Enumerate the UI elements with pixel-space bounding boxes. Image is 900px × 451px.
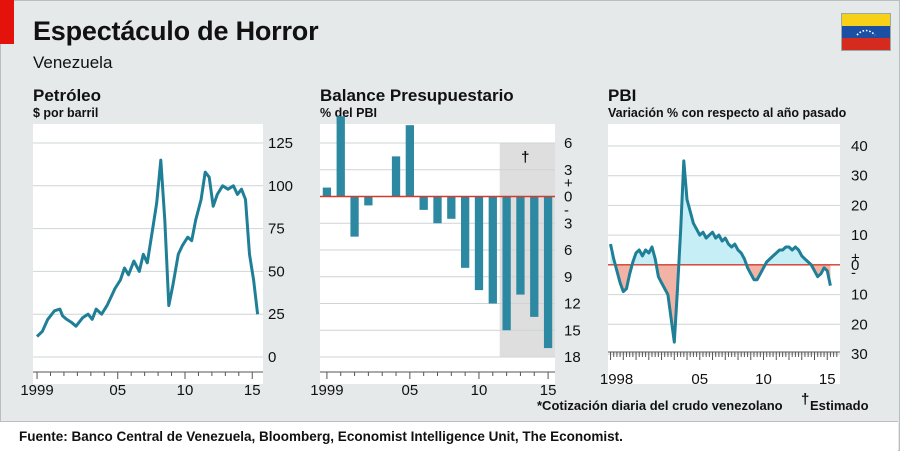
gdp-y-tick-label: 20 bbox=[851, 316, 868, 333]
venezuela-flag-icon bbox=[841, 13, 891, 51]
budget-bar bbox=[502, 196, 511, 331]
gdp-series-line bbox=[609, 159, 832, 344]
gdp-area-positive bbox=[610, 160, 812, 265]
budget-bar bbox=[391, 156, 401, 197]
oil-x-tick-label: 15 bbox=[244, 382, 261, 399]
budget-forecast-label: † bbox=[521, 149, 529, 166]
page-subtitle: Venezuela bbox=[33, 53, 113, 72]
panel-unit-oil: $ por barril bbox=[33, 106, 99, 120]
flag-stripe-blue bbox=[842, 26, 890, 38]
budget-bar bbox=[419, 196, 428, 210]
budget-bar bbox=[516, 196, 525, 295]
budget-y-tick-label: 12 bbox=[564, 296, 581, 313]
gdp-y-tick-label: - bbox=[851, 264, 856, 281]
oil-y-tick-label: 75 bbox=[268, 221, 285, 238]
budget-bar bbox=[350, 196, 359, 237]
budget-y-tick-label: 0 bbox=[564, 189, 572, 206]
gdp-x-tick-label: 15 bbox=[819, 371, 836, 388]
note-estimate-mark: † bbox=[801, 391, 810, 408]
panel-title-oil: Petróleo bbox=[33, 86, 102, 105]
budget-y-tick-label: 9 bbox=[564, 269, 572, 286]
budget-y-tick-label: - bbox=[564, 202, 569, 219]
panel-title-budget: Balance Presupuestario bbox=[320, 86, 514, 105]
note-crude: *Cotización diaria del crudo venezolano bbox=[537, 398, 783, 413]
budget-x-tick-label: 10 bbox=[471, 382, 488, 399]
budget-y-tick-label: 15 bbox=[564, 322, 581, 339]
gdp-y-tick-label: 40 bbox=[851, 138, 868, 155]
budget-y-tick-label: 3 bbox=[564, 162, 572, 179]
budget-bar bbox=[364, 196, 373, 206]
budget-bar bbox=[474, 196, 484, 291]
budget-bar bbox=[447, 196, 456, 219]
oil-x-tick-label: 1999 bbox=[20, 382, 53, 399]
gdp-x-tick-label: 05 bbox=[691, 371, 708, 388]
brand-tab bbox=[0, 0, 14, 44]
budget-y-tick-label: 18 bbox=[564, 349, 581, 366]
gdp-y-tick-label: 30 bbox=[851, 168, 868, 185]
oil-x-tick-label: 05 bbox=[109, 382, 126, 399]
budget-bar bbox=[461, 196, 470, 268]
budget-y-tick-label: + bbox=[564, 175, 573, 192]
flag-stars-icon bbox=[856, 29, 876, 36]
panel-unit-gdp: Variación % con respecto al año pasado bbox=[608, 106, 847, 120]
gdp-area-negative bbox=[610, 264, 831, 343]
budget-y-tick-label: 6 bbox=[564, 135, 572, 152]
gdp-y-tick-label: 0 bbox=[851, 257, 859, 274]
oil-x-tick-label: 10 bbox=[177, 382, 194, 399]
budget-x-tick-label: 05 bbox=[402, 382, 419, 399]
page-title: Espectáculo de Horror bbox=[33, 16, 319, 46]
gdp-y-tick-label: 10 bbox=[851, 227, 868, 244]
budget-y-tick-label: 3 bbox=[564, 215, 572, 232]
budget-bar bbox=[488, 196, 497, 304]
oil-y-tick-label: 25 bbox=[268, 306, 285, 323]
budget-bar bbox=[336, 116, 345, 197]
budget-bar bbox=[433, 196, 442, 224]
budget-bar bbox=[543, 196, 553, 349]
oil-y-tick-label: 50 bbox=[268, 263, 285, 280]
gdp-y-tick-label: + bbox=[851, 249, 860, 266]
budget-x-tick-label: 1999 bbox=[310, 382, 343, 399]
flag-stripe-red bbox=[842, 38, 890, 50]
gdp-y-tick-label: 30 bbox=[851, 346, 868, 363]
oil-y-tick-label: 100 bbox=[268, 178, 293, 195]
panel-title-gdp: PBI bbox=[608, 86, 637, 105]
budget-x-tick-label: 15 bbox=[540, 382, 557, 399]
oil-y-tick-label: 125 bbox=[268, 135, 293, 152]
footer: Fuente: Banco Central de Venezuela, Bloo… bbox=[0, 421, 898, 451]
source-text: Fuente: Banco Central de Venezuela, Bloo… bbox=[19, 429, 623, 444]
panel-unit-budget: % del PBI bbox=[320, 106, 377, 120]
flag-stripe-yellow bbox=[842, 14, 890, 26]
oil-series-line bbox=[35, 158, 260, 338]
gdp-y-tick-label: 20 bbox=[851, 197, 868, 214]
budget-bar bbox=[405, 125, 414, 197]
budget-y-tick-label: 6 bbox=[564, 242, 572, 259]
note-estimate: Estimado bbox=[810, 398, 869, 413]
oil-y-tick-label: 0 bbox=[268, 349, 276, 366]
budget-bar bbox=[322, 187, 332, 197]
gdp-y-tick-label: 10 bbox=[851, 287, 868, 304]
gdp-x-tick-label: 1998 bbox=[600, 371, 633, 388]
gdp-x-tick-label: 10 bbox=[755, 371, 772, 388]
budget-bar bbox=[530, 196, 539, 317]
